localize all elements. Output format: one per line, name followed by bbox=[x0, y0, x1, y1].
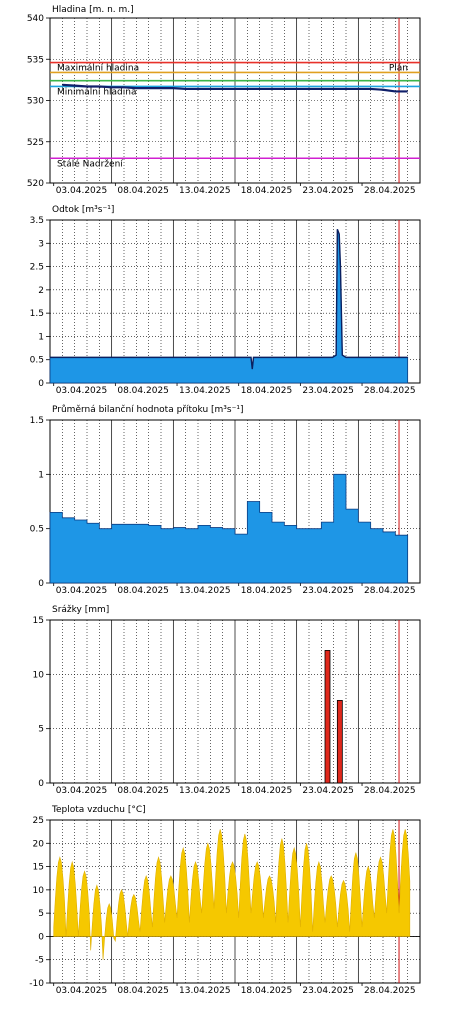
chart-title: Průměrná bilanční hodnota přítoku [m³s⁻¹… bbox=[52, 404, 243, 415]
y-tick-label: 540 bbox=[27, 14, 44, 24]
x-tick-label: 18.04.2025 bbox=[241, 786, 293, 796]
y-tick-label: -10 bbox=[29, 979, 44, 989]
chart-title: Teplota vzduchu [°C] bbox=[51, 805, 146, 815]
x-tick-label: 18.04.2025 bbox=[241, 386, 293, 396]
x-tick-label: 23.04.2025 bbox=[302, 386, 354, 396]
x-tick-label: 28.04.2025 bbox=[364, 986, 416, 996]
x-tick-label: 23.04.2025 bbox=[302, 786, 354, 796]
x-tick-label: 08.04.2025 bbox=[117, 386, 169, 396]
chart-panel-2: Odtok [m³s⁻¹] 0 0.5 1 1.5 2 2.5 3 3.5 03.04.2025 0… bbox=[30, 205, 421, 396]
y-tick-label: 0 bbox=[38, 379, 44, 389]
y-tick-label: 1 bbox=[38, 332, 44, 342]
y-tick-label: -5 bbox=[35, 956, 44, 966]
y-tick-label: 25 bbox=[33, 816, 44, 826]
y-tick-label: 15 bbox=[33, 616, 44, 626]
y-tick-label: 10 bbox=[33, 886, 45, 896]
x-tick-label: 13.04.2025 bbox=[179, 386, 231, 396]
series-line bbox=[50, 229, 408, 370]
y-tick-label: 5 bbox=[38, 909, 44, 919]
x-tick-label: 28.04.2025 bbox=[364, 386, 416, 396]
x-tick-label: 03.04.2025 bbox=[56, 586, 108, 596]
x-tick-label: 18.04.2025 bbox=[241, 186, 293, 196]
x-tick-label: 18.04.2025 bbox=[241, 586, 293, 596]
y-tick-label: 3 bbox=[38, 239, 44, 249]
series-line bbox=[62, 83, 408, 93]
plan-label: Plán bbox=[389, 64, 408, 74]
y-tick-label: 0.5 bbox=[30, 356, 44, 366]
x-tick-label: 28.04.2025 bbox=[364, 786, 416, 796]
x-tick-label: 08.04.2025 bbox=[117, 186, 169, 196]
x-tick-label: 13.04.2025 bbox=[179, 986, 231, 996]
reference-line-label: Maximální hladina bbox=[57, 64, 139, 74]
y-tick-label: 0.5 bbox=[30, 525, 44, 535]
y-tick-label: 5 bbox=[38, 725, 44, 735]
x-tick-label: 13.04.2025 bbox=[179, 186, 231, 196]
chart-title: Hladina [m. n. m.] bbox=[52, 5, 134, 15]
y-tick-label: 525 bbox=[27, 138, 44, 148]
x-tick-label: 18.04.2025 bbox=[241, 986, 293, 996]
reference-line-label: Minimální hladina bbox=[57, 87, 136, 97]
y-tick-label: 15 bbox=[33, 863, 44, 873]
x-tick-label: 08.04.2025 bbox=[117, 586, 169, 596]
reference-line-label: Stálé Nadržení bbox=[57, 158, 123, 169]
x-tick-label: 03.04.2025 bbox=[56, 786, 108, 796]
x-tick-label: 23.04.2025 bbox=[302, 986, 354, 996]
chart-panel-1: Hladina [m. n. m.] 520 525 530 535 540 03.04.2… bbox=[27, 5, 421, 196]
y-tick-label: 0 bbox=[38, 579, 44, 589]
y-tick-label: 1.5 bbox=[30, 416, 44, 426]
x-tick-label: 03.04.2025 bbox=[56, 186, 108, 196]
bar bbox=[336, 700, 343, 784]
x-tick-label: 13.04.2025 bbox=[179, 786, 231, 796]
y-tick-label: 535 bbox=[27, 55, 44, 65]
y-tick-label: 520 bbox=[27, 179, 44, 189]
y-tick-label: 0 bbox=[38, 932, 44, 942]
series-area bbox=[49, 473, 409, 584]
x-tick-label: 13.04.2025 bbox=[179, 586, 231, 596]
bar bbox=[324, 650, 331, 784]
x-tick-label: 08.04.2025 bbox=[117, 986, 169, 996]
y-tick-label: 1.5 bbox=[30, 309, 44, 319]
x-tick-label: 28.04.2025 bbox=[364, 586, 416, 596]
chart-panel-4: Srážky [mm] 0 5 10 15 03.04.2025 08.04.2025 13.… bbox=[33, 605, 421, 796]
x-tick-label: 08.04.2025 bbox=[117, 786, 169, 796]
chart-panel-5: Teplota vzduchu [°C] -10 -5 0 5 10 15 20 25 03.04… bbox=[29, 805, 421, 996]
y-tick-label: 2.5 bbox=[30, 263, 44, 273]
y-tick-label: 3.5 bbox=[30, 216, 44, 226]
chart-panel-3: Průměrná bilanční hodnota přítoku [m³s⁻¹… bbox=[30, 404, 421, 596]
x-tick-label: 23.04.2025 bbox=[302, 186, 354, 196]
y-tick-label: 530 bbox=[27, 97, 44, 107]
y-tick-label: 2 bbox=[38, 286, 44, 296]
series-area bbox=[53, 829, 411, 960]
y-tick-label: 20 bbox=[33, 839, 45, 849]
y-tick-label: 0 bbox=[38, 779, 44, 789]
x-tick-label: 28.04.2025 bbox=[364, 186, 416, 196]
x-tick-label: 23.04.2025 bbox=[302, 586, 354, 596]
chart-title: Odtok [m³s⁻¹] bbox=[52, 205, 114, 215]
x-tick-label: 03.04.2025 bbox=[56, 986, 108, 996]
x-tick-label: 03.04.2025 bbox=[56, 386, 108, 396]
chart-title: Srážky [mm] bbox=[52, 605, 109, 615]
y-tick-label: 10 bbox=[33, 670, 45, 680]
y-tick-label: 1 bbox=[38, 470, 44, 480]
